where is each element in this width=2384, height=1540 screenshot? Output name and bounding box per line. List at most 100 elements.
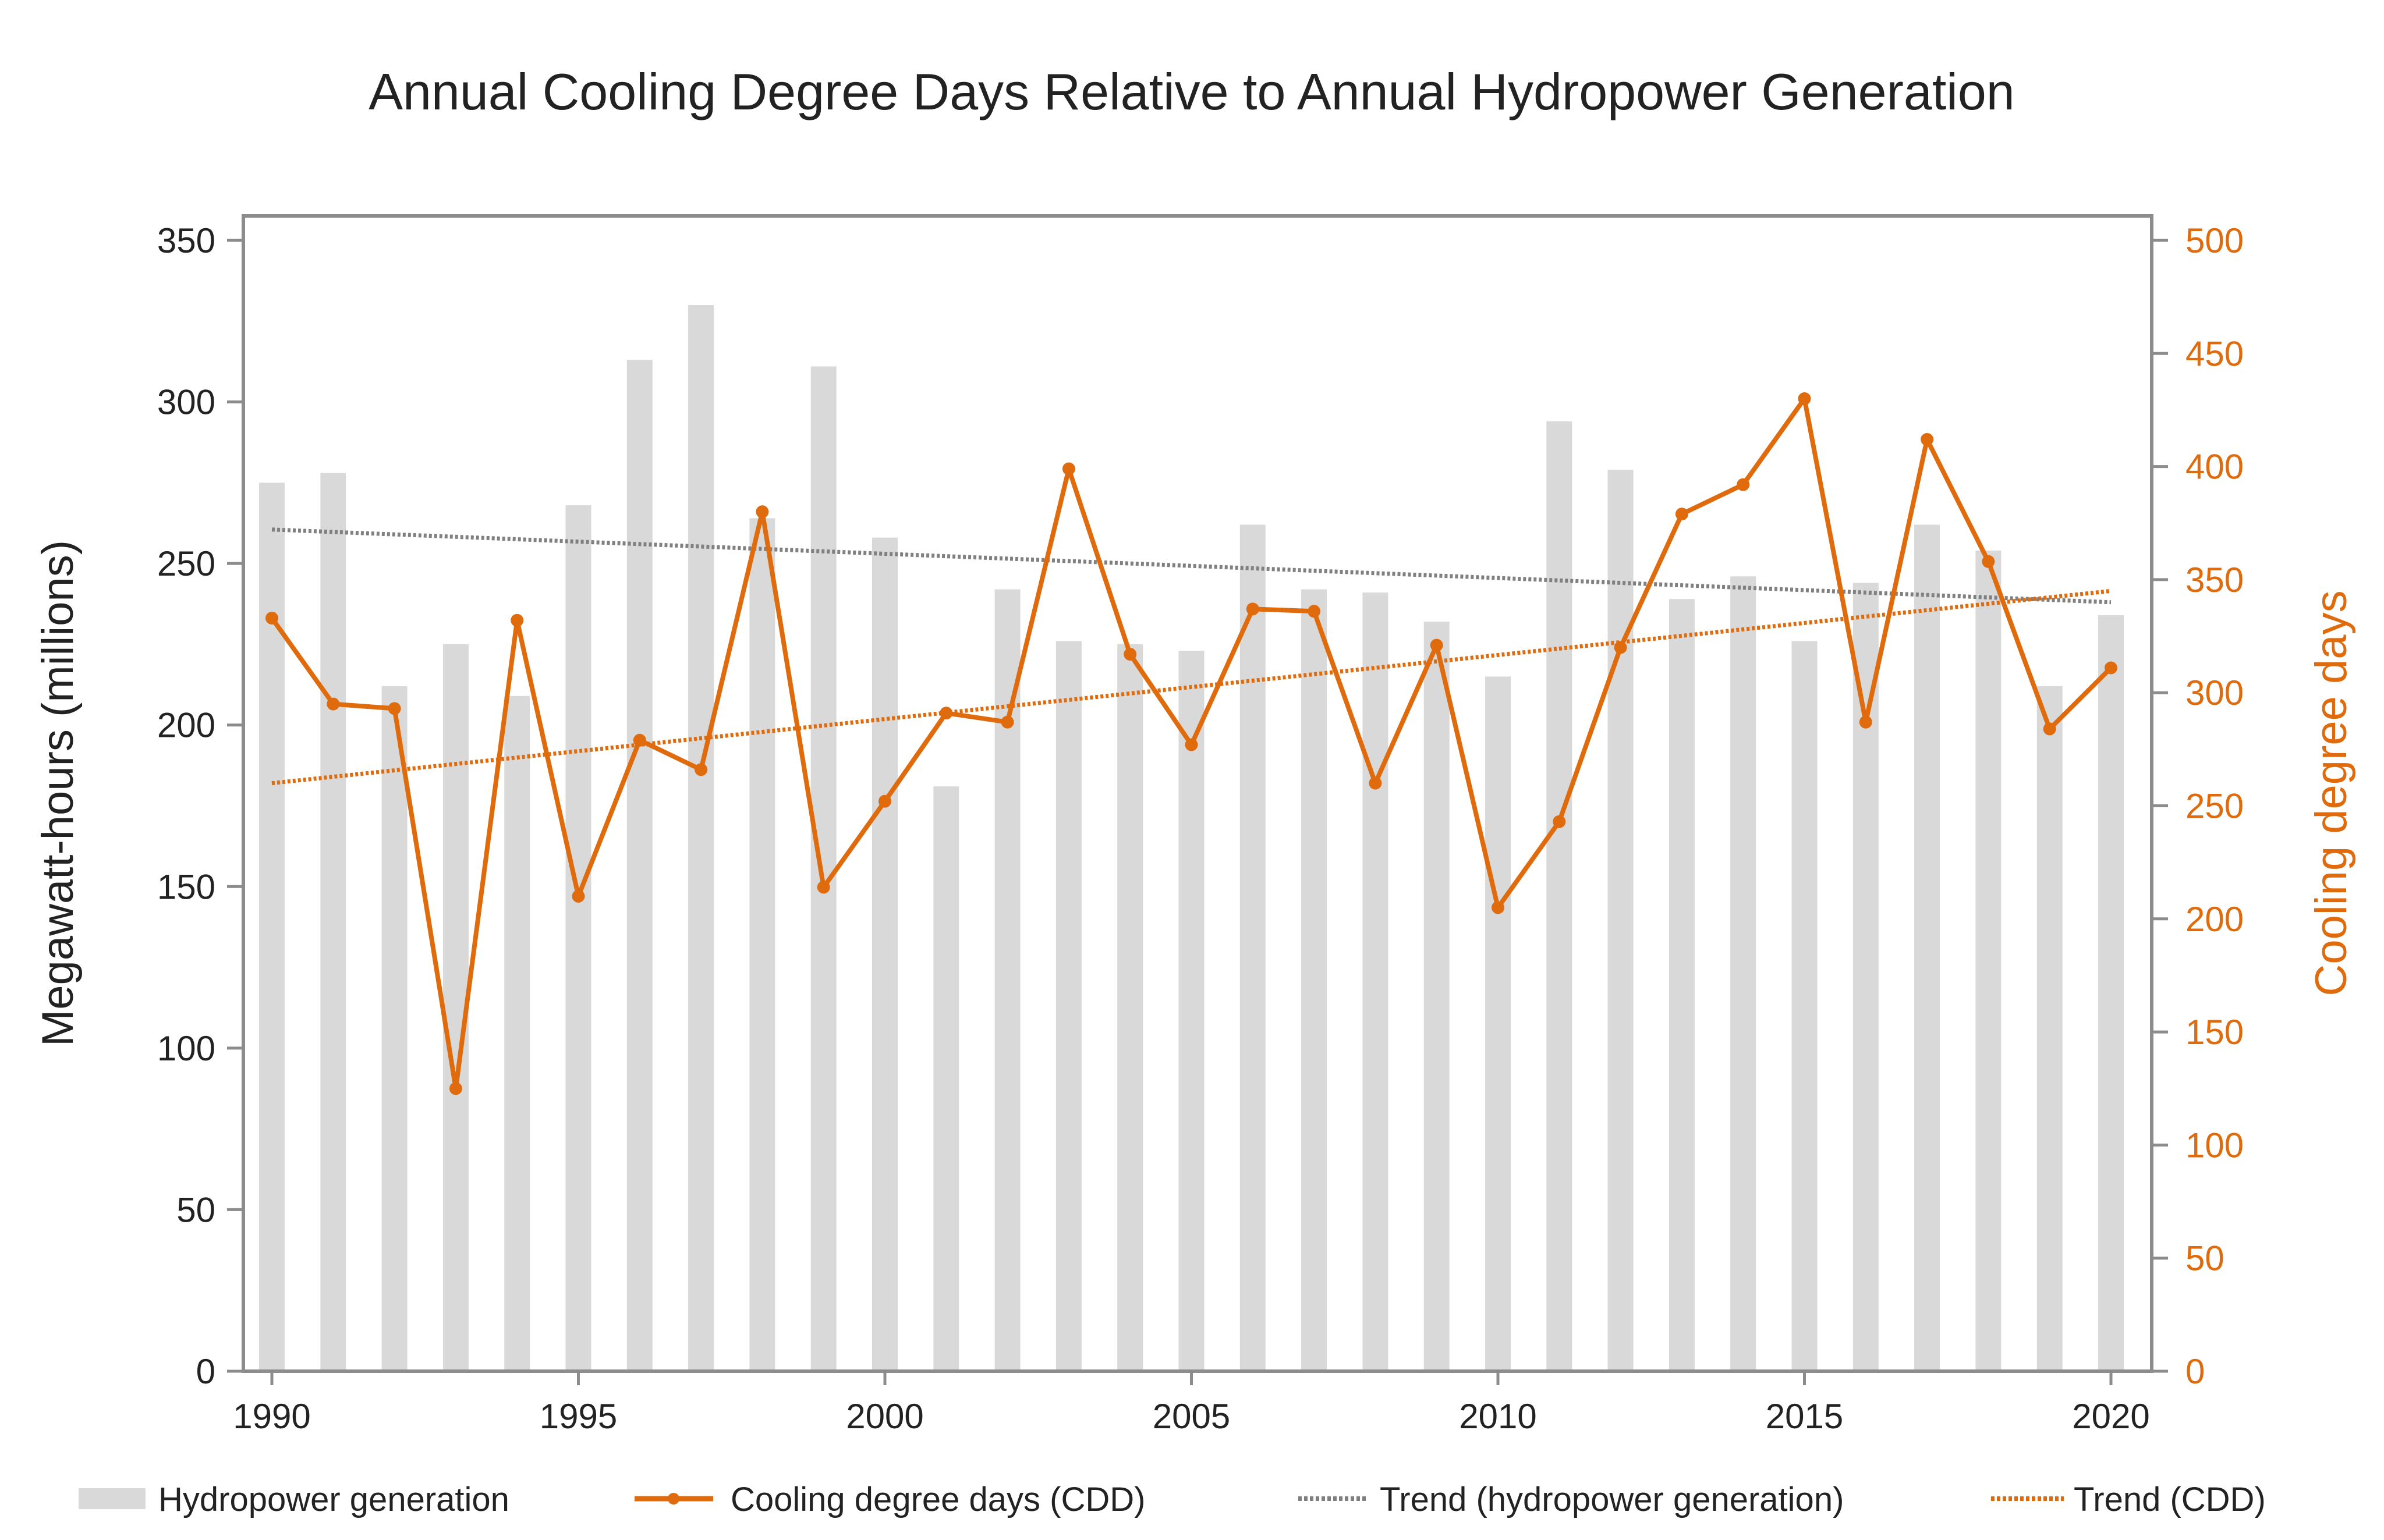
plot-frame xyxy=(242,214,2153,1373)
left-tick-label-250: 250 xyxy=(157,544,215,583)
x-tick-label-2015: 2015 xyxy=(1766,1397,1843,1436)
hydropower-bar-2003 xyxy=(1055,641,1082,1371)
legend-item-cdd: Cooling degree days (CDD) xyxy=(635,1481,1145,1518)
cdd-line xyxy=(265,392,2117,1095)
right-tick-label-0: 0 xyxy=(2185,1352,2205,1391)
x-tick-label-1990: 1990 xyxy=(233,1397,310,1436)
cdd-point-2014 xyxy=(1737,478,1750,491)
right-tick-label-150: 150 xyxy=(2185,1013,2244,1052)
cdd-point-1994 xyxy=(511,613,524,627)
cdd-point-2018 xyxy=(1982,555,1995,568)
left-tick-label-150: 150 xyxy=(157,867,215,906)
cdd-point-1996 xyxy=(633,733,646,747)
cdd-point-2007 xyxy=(1308,605,1321,618)
x-tick-label-2010: 2010 xyxy=(1459,1397,1536,1436)
hydropower-bar-2005 xyxy=(1178,651,1205,1371)
hydropower-bar-2007 xyxy=(1301,589,1327,1371)
hydropower-bar-2019 xyxy=(2036,686,2063,1371)
legend-swatch-bar xyxy=(79,1488,146,1509)
cdd-point-1999 xyxy=(817,881,830,894)
cdd-point-1991 xyxy=(327,697,340,711)
cdd-point-2011 xyxy=(1553,815,1566,828)
legend-label-trend-hydro: Trend (hydropower generation) xyxy=(1380,1481,1844,1518)
hydropower-bar-2006 xyxy=(1239,524,1266,1371)
legend-label-cdd: Cooling degree days (CDD) xyxy=(731,1481,1145,1518)
hydropower-bar-2013 xyxy=(1669,599,1695,1371)
x-tick-label-2020: 2020 xyxy=(2072,1397,2149,1436)
hydropower-bar-1991 xyxy=(320,473,346,1372)
hydropower-bar-2018 xyxy=(1975,550,2002,1371)
left-tick-label-200: 200 xyxy=(157,706,215,745)
left-axis: 0 50 100 150 200 250 300 350 xyxy=(157,221,243,1391)
legend: Hydropower generation Cooling degree day… xyxy=(79,1481,2266,1518)
hydropower-bar-2020 xyxy=(2098,615,2124,1371)
cdd-point-2004 xyxy=(1124,648,1137,661)
hydropower-bar-1992 xyxy=(381,686,408,1371)
hydropower-bars xyxy=(259,305,2124,1372)
cdd-point-2002 xyxy=(1001,715,1014,729)
left-tick-label-300: 300 xyxy=(157,383,215,422)
right-axis: 0 50 100 150 200 250 300 350 400 450 500 xyxy=(2152,221,2244,1391)
cdd-point-2019 xyxy=(2043,722,2056,736)
y-axis-label-right: Cooling degree days xyxy=(2307,590,2356,996)
left-tick-label-0: 0 xyxy=(196,1352,215,1391)
cdd-point-2020 xyxy=(2105,661,2117,675)
right-tick-label-350: 350 xyxy=(2185,560,2244,599)
hydropower-bar-2011 xyxy=(1546,421,1572,1371)
hydropower-bar-2017 xyxy=(1914,524,1940,1371)
hydropower-bar-1996 xyxy=(626,360,653,1371)
cdd-point-2016 xyxy=(1859,715,1872,729)
trend-lines xyxy=(271,527,2112,786)
x-tick-label-2005: 2005 xyxy=(1153,1397,1230,1436)
cdd-point-1992 xyxy=(388,702,401,715)
right-tick-label-500: 500 xyxy=(2185,221,2244,260)
cdd-point-2005 xyxy=(1185,738,1198,751)
hydropower-bar-1998 xyxy=(749,518,775,1371)
hydropower-bar-2012 xyxy=(1607,470,1634,1372)
left-tick-label-350: 350 xyxy=(157,221,215,260)
legend-item-trend-hydro: Trend (hydropower generation) xyxy=(1298,1481,1844,1518)
legend-label-hydropower: Hydropower generation xyxy=(158,1481,509,1518)
x-tick-label-2000: 2000 xyxy=(846,1397,923,1436)
cdd-point-2013 xyxy=(1675,508,1688,521)
hydropower-bar-2000 xyxy=(872,537,898,1372)
hydropower-bar-1995 xyxy=(565,505,591,1372)
hydropower-bar-1997 xyxy=(688,305,714,1371)
hydropower-bar-2016 xyxy=(1852,583,1879,1371)
cdd-point-1997 xyxy=(695,763,708,776)
x-tick-label-1995: 1995 xyxy=(540,1397,617,1436)
hydropower-bar-2014 xyxy=(1730,576,1756,1371)
left-tick-label-100: 100 xyxy=(157,1029,215,1068)
cdd-point-2001 xyxy=(940,707,953,720)
hydropower-bar-2010 xyxy=(1485,676,1511,1371)
cdd-point-1995 xyxy=(572,889,585,903)
hydropower-bar-2004 xyxy=(1117,644,1143,1371)
hydropower-bar-1994 xyxy=(504,696,530,1371)
cdd-point-2010 xyxy=(1492,901,1504,914)
cdd-point-2008 xyxy=(1369,776,1382,790)
right-tick-label-100: 100 xyxy=(2185,1126,2244,1165)
cdd-point-1993 xyxy=(449,1082,462,1095)
y-axis-label-left: Megawatt-hours (millions) xyxy=(33,540,83,1046)
right-tick-label-200: 200 xyxy=(2185,900,2244,939)
right-tick-label-400: 400 xyxy=(2185,448,2244,487)
hydropower-bar-2015 xyxy=(1791,641,1818,1371)
x-axis: 1990 1995 2000 2005 2010 2015 2020 xyxy=(233,1371,2150,1436)
hydropower-bar-2001 xyxy=(933,786,959,1371)
hydropower-bar-2008 xyxy=(1362,592,1388,1371)
legend-item-trend-cdd: Trend (CDD) xyxy=(1991,1481,2266,1518)
trend-hydropower-line xyxy=(271,527,2112,605)
left-tick-label-50: 50 xyxy=(176,1190,215,1229)
right-tick-label-450: 450 xyxy=(2185,334,2244,373)
hydropower-bar-2009 xyxy=(1423,622,1450,1371)
cdd-point-2006 xyxy=(1246,602,1259,616)
cdd-point-2017 xyxy=(1921,433,1934,446)
trend-cdd-line xyxy=(271,588,2112,786)
cdd-point-2000 xyxy=(878,794,891,808)
cdd-point-2003 xyxy=(1062,462,1075,476)
cdd-point-2012 xyxy=(1614,641,1627,654)
right-tick-label-300: 300 xyxy=(2185,673,2244,712)
legend-item-hydropower: Hydropower generation xyxy=(79,1481,509,1518)
cdd-point-1990 xyxy=(265,612,278,624)
